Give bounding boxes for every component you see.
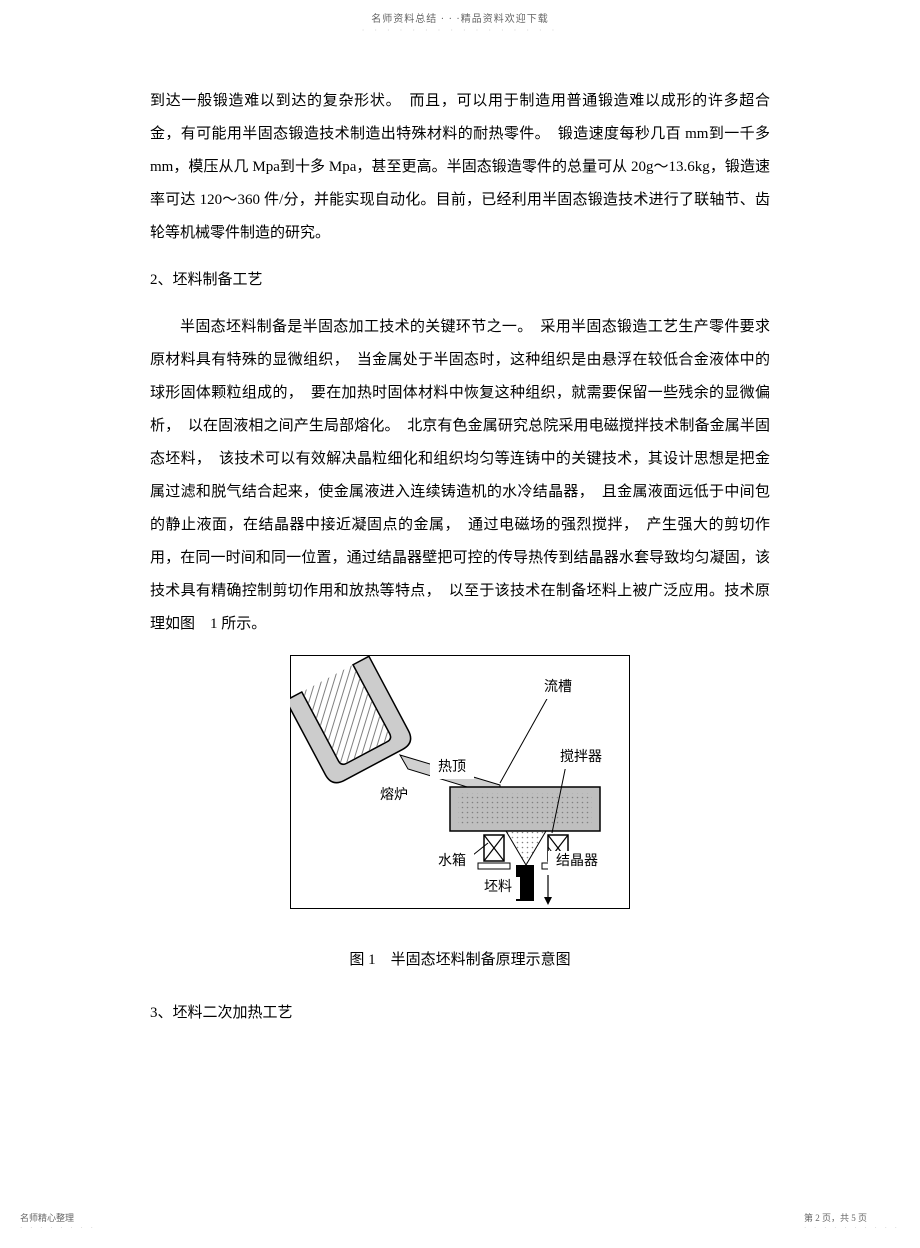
figure-1-caption: 图 1 半固态坯料制备原理示意图 — [150, 944, 770, 977]
figure-1-wrap: 流槽 搅拌器 热顶 熔炉 水箱 结晶器 坯料 — [150, 655, 770, 922]
paragraph-2: 半固态坯料制备是半固态加工技术的关键环节之一。 采用半固态锻造工艺生产零件要求原… — [150, 311, 770, 641]
label-flow-channel: 流槽 — [536, 677, 580, 699]
footer-right: 第 2 页，共 5 页 · · · · · · · · · · — [804, 1211, 900, 1232]
page-header: 名师资料总结 · · ·精品资料欢迎下载 · · · · · · · · · ·… — [0, 0, 920, 35]
label-stirrer: 搅拌器 — [552, 747, 610, 769]
label-furnace: 熔炉 — [372, 785, 416, 807]
figure-1-diagram: 流槽 搅拌器 热顶 熔炉 水箱 结晶器 坯料 — [290, 655, 630, 909]
paragraph-1: 到达一般锻造难以到达的复杂形状。 而且，可以用于制造用普通锻造难以成形的许多超合… — [150, 85, 770, 250]
footer-right-dots: · · · · · · · · · · — [804, 1224, 900, 1232]
document-body: 到达一般锻造难以到达的复杂形状。 而且，可以用于制造用普通锻造难以成形的许多超合… — [0, 35, 920, 1030]
footer-left-text: 名师精心整理 — [20, 1211, 96, 1224]
section-3-title: 3、坯料二次加热工艺 — [150, 997, 770, 1030]
header-title: 名师资料总结 · · ·精品资料欢迎下载 — [0, 10, 920, 25]
header-dots: · · · · · · · · · · · · · · · · — [0, 26, 920, 35]
footer-left-dots: · · · · · · · · — [20, 1224, 96, 1232]
footer-left: 名师精心整理 · · · · · · · · — [20, 1211, 96, 1232]
label-billet: 坯料 — [476, 877, 520, 899]
label-hot-top: 热顶 — [430, 757, 474, 779]
section-2-title: 2、坯料制备工艺 — [150, 264, 770, 297]
label-crystallizer: 结晶器 — [548, 851, 606, 873]
label-water-tank: 水箱 — [430, 851, 474, 873]
footer-right-text: 第 2 页，共 5 页 — [804, 1211, 900, 1224]
